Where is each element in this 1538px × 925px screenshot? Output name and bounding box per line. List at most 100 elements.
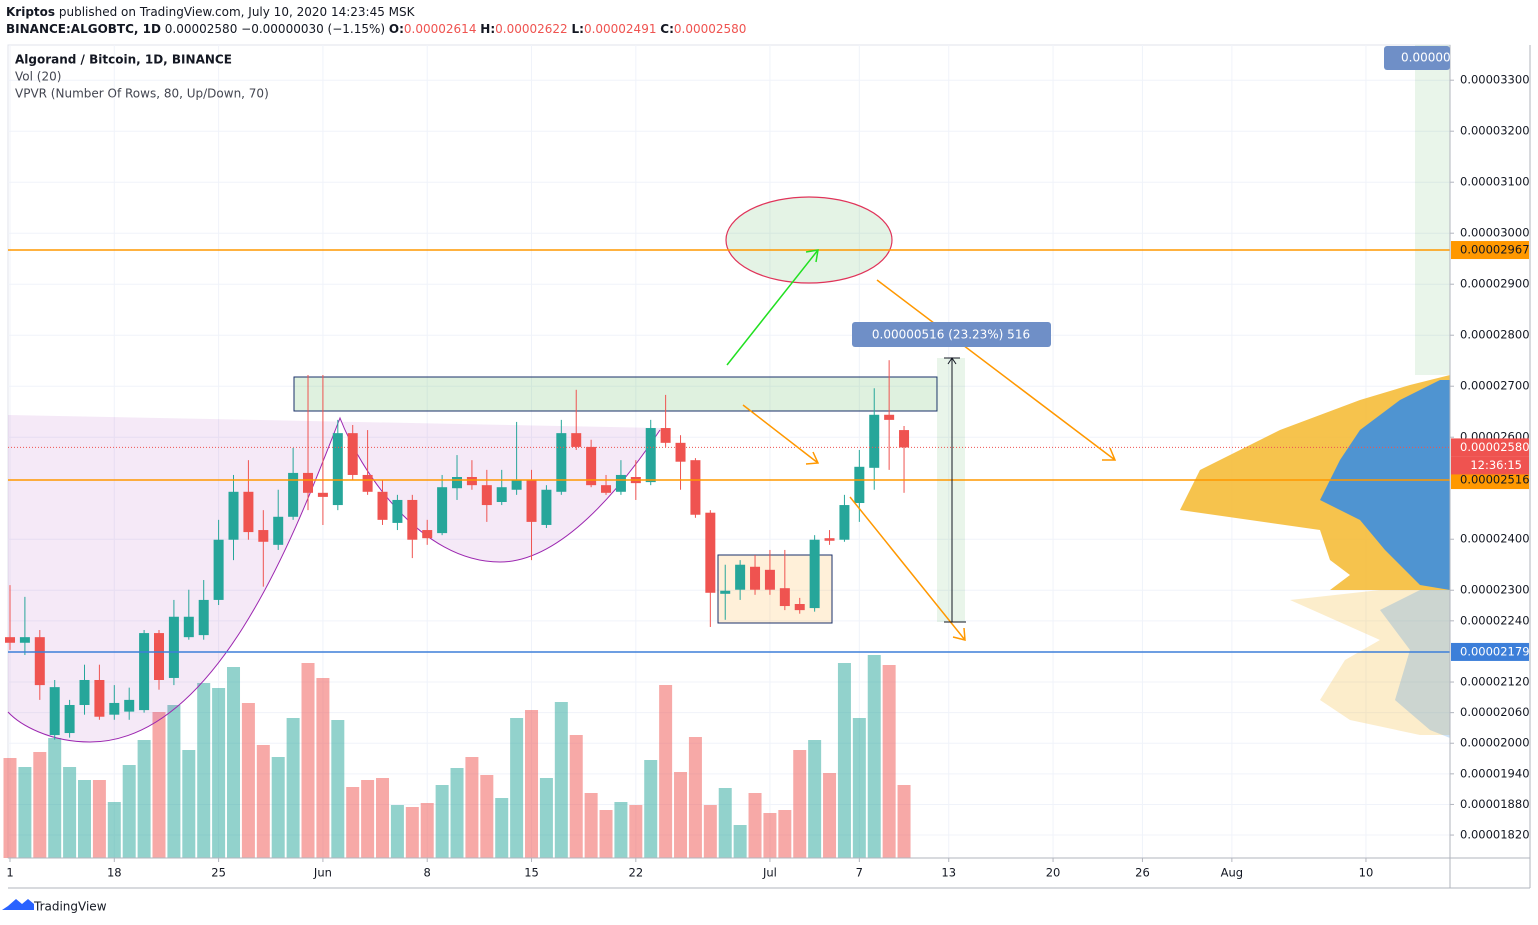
target-ellipse bbox=[725, 196, 893, 284]
level-label-box bbox=[1451, 642, 1529, 661]
candle-body bbox=[601, 485, 612, 493]
volume-bar bbox=[182, 750, 196, 858]
candle-body bbox=[258, 530, 269, 542]
published: published on TradingView.com, July 10, 2… bbox=[58, 5, 415, 19]
volume-bar bbox=[793, 750, 807, 858]
candle-body bbox=[243, 491, 254, 533]
x-tick-label: 10 bbox=[1359, 866, 1374, 880]
indicator-vpvr: VPVR (Number Of Rows, 80, Up/Down, 70) bbox=[15, 87, 269, 101]
volume-bar bbox=[18, 767, 32, 858]
y-tick-label: 0.00002000 bbox=[1460, 736, 1530, 750]
volume-bar bbox=[420, 803, 434, 858]
arrow-down-3 bbox=[849, 496, 966, 641]
candle-body bbox=[4, 637, 15, 643]
volume-bar bbox=[867, 655, 881, 858]
target-band bbox=[1415, 45, 1450, 375]
symbol: BINANCE:ALGOBTC, 1D bbox=[6, 22, 161, 36]
candle-body bbox=[422, 530, 433, 539]
vpvr-up-outside bbox=[1290, 590, 1450, 735]
volume-bar bbox=[227, 667, 241, 858]
vpvr-down-outside bbox=[1380, 590, 1450, 738]
candle-body bbox=[645, 428, 656, 483]
candle-body bbox=[794, 604, 805, 611]
candle-body bbox=[392, 499, 403, 523]
measure-label: 0.00000516 (23.23%) 516 bbox=[872, 328, 1030, 342]
measure-box bbox=[852, 322, 1051, 347]
candle-body bbox=[526, 480, 537, 522]
volume-bar bbox=[718, 788, 732, 858]
candle-body bbox=[511, 480, 522, 490]
candle-body bbox=[466, 477, 477, 486]
candle-body bbox=[541, 489, 552, 525]
candle-body bbox=[899, 430, 910, 448]
x-tick-label: Jun bbox=[313, 866, 332, 880]
cup-curve bbox=[7, 416, 661, 743]
volume-bar bbox=[92, 780, 106, 858]
y-tick-label: 0.00002240 bbox=[1460, 613, 1530, 627]
volume-bar bbox=[644, 760, 658, 858]
level-label-box bbox=[1451, 438, 1529, 457]
candle-body bbox=[303, 472, 314, 493]
h-key: H: bbox=[480, 22, 496, 36]
c-val: 0.00002580 bbox=[673, 22, 747, 36]
candle-body bbox=[109, 702, 120, 715]
volume-bar bbox=[837, 663, 851, 858]
candle-body bbox=[705, 512, 716, 593]
volume-bar bbox=[271, 757, 285, 858]
levels bbox=[8, 249, 1450, 653]
candle-body bbox=[64, 704, 75, 734]
x-tick-label: 1 bbox=[6, 866, 13, 880]
author: Kriptos bbox=[6, 5, 56, 19]
candle-body bbox=[437, 487, 448, 534]
candle-body bbox=[496, 487, 507, 502]
x-tick-label: Aug bbox=[1221, 866, 1243, 880]
y-tick-label: 0.00003000 bbox=[1460, 226, 1530, 240]
candle-body bbox=[809, 539, 820, 609]
volume-bar bbox=[435, 785, 449, 858]
o-val: 0.00002614 bbox=[403, 22, 477, 36]
volume-bar bbox=[778, 810, 792, 858]
volume-bar bbox=[390, 805, 404, 858]
candle-body bbox=[288, 472, 299, 517]
volume-bar bbox=[122, 765, 136, 858]
volume-layer bbox=[3, 655, 911, 858]
volume-bar bbox=[599, 810, 613, 858]
candle-body bbox=[854, 466, 865, 504]
volume-bar bbox=[241, 703, 255, 858]
x-tick-label: Jul bbox=[762, 866, 777, 880]
last: 0.00002580 bbox=[164, 22, 238, 36]
volume-bar bbox=[212, 688, 226, 858]
candle-body bbox=[690, 460, 701, 515]
volume-bar bbox=[584, 793, 598, 858]
volume-bar bbox=[316, 678, 330, 858]
volume-bar bbox=[197, 683, 211, 858]
level-label: 0.00002179 bbox=[1460, 644, 1530, 658]
volume-bar bbox=[331, 720, 345, 858]
volume-bar bbox=[823, 773, 837, 858]
volume-bar bbox=[495, 798, 509, 858]
candle-body bbox=[94, 679, 105, 717]
candle-body bbox=[228, 491, 239, 540]
candle-body bbox=[79, 679, 90, 705]
candle-body bbox=[362, 474, 373, 492]
x-tick-label: 22 bbox=[629, 866, 644, 880]
candle-body bbox=[586, 446, 597, 486]
x-tick-label: 7 bbox=[856, 866, 863, 880]
l-key: L: bbox=[571, 22, 584, 36]
x-tick-label: 20 bbox=[1046, 866, 1061, 880]
arrows bbox=[726, 249, 1117, 641]
candle-body bbox=[750, 566, 761, 590]
volume-bar bbox=[480, 775, 494, 858]
volume-bar bbox=[78, 780, 92, 858]
volume-bar bbox=[897, 785, 911, 858]
y-tick-label: 0.00002400 bbox=[1460, 532, 1530, 546]
level-label: 0.00002516 bbox=[1460, 473, 1530, 487]
level-label-box bbox=[1451, 241, 1529, 260]
level-label: 0.00002580 bbox=[1460, 440, 1530, 454]
level-label: 0.00002967 bbox=[1460, 243, 1530, 257]
candle-body bbox=[213, 539, 224, 600]
volume-bar bbox=[301, 663, 315, 858]
measure-band bbox=[937, 358, 965, 622]
candle-body bbox=[347, 433, 358, 475]
